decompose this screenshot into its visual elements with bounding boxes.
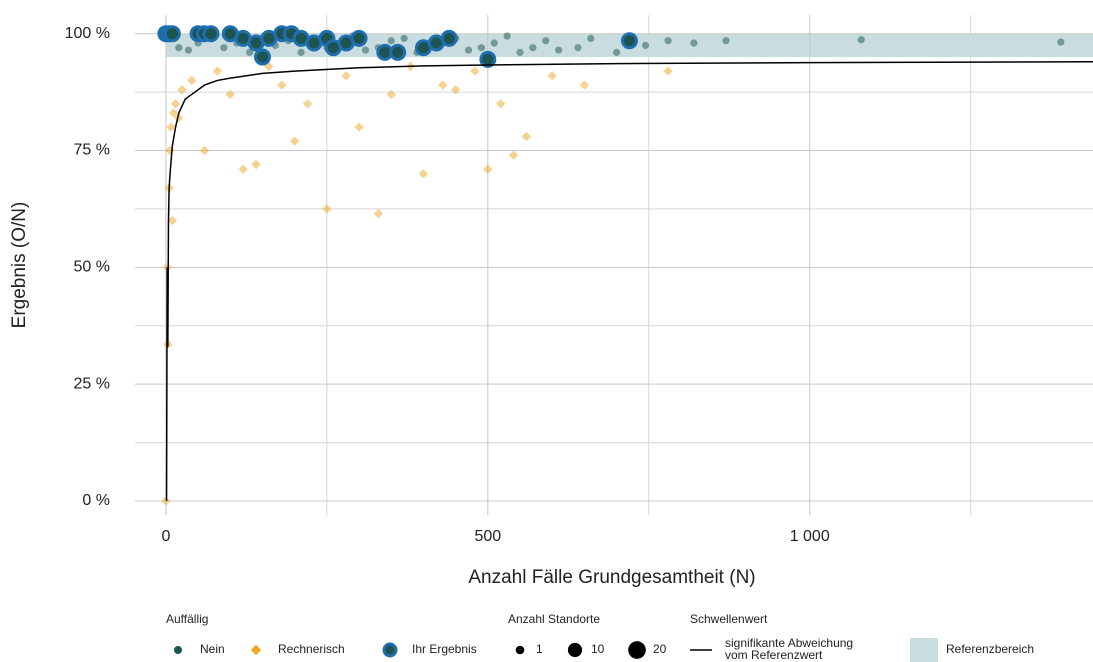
point — [664, 37, 672, 45]
point — [663, 66, 673, 76]
legend-label: 1 — [536, 642, 543, 656]
point — [521, 131, 532, 142]
point — [322, 204, 332, 214]
point — [212, 66, 223, 76]
y-tick-label: 75 % — [74, 142, 110, 159]
size-key — [628, 641, 646, 659]
x-tick-label: 0 — [161, 528, 170, 545]
point — [400, 34, 408, 42]
point — [641, 41, 650, 49]
point — [418, 169, 429, 179]
point — [175, 44, 183, 52]
point — [170, 99, 181, 109]
point — [184, 46, 193, 54]
point — [202, 25, 220, 43]
point — [612, 48, 621, 56]
point — [350, 29, 368, 47]
y-tick-label: 50 % — [74, 259, 110, 276]
point — [387, 37, 395, 45]
point — [547, 71, 557, 81]
y-tick-label: 25 % — [74, 375, 110, 392]
point — [186, 75, 197, 86]
point — [277, 80, 287, 90]
legend-title: Anzahl Standorte — [508, 612, 600, 626]
point — [464, 46, 473, 54]
point — [354, 122, 364, 132]
point — [297, 48, 305, 56]
point — [245, 48, 254, 56]
point — [174, 646, 182, 654]
point — [373, 208, 384, 219]
point — [163, 25, 181, 43]
legend-label-line: vom Referenzwert — [725, 648, 823, 662]
point — [496, 99, 506, 109]
point — [225, 89, 235, 100]
point — [440, 29, 458, 47]
y-tick-label: 100 % — [65, 25, 110, 42]
point — [620, 32, 638, 50]
legend-band — [910, 638, 938, 662]
legend-label: Referenzbereich — [946, 642, 1034, 656]
point — [174, 113, 184, 123]
point — [574, 44, 582, 52]
point — [690, 39, 698, 47]
point — [165, 145, 175, 156]
point — [470, 66, 480, 76]
point — [166, 122, 176, 132]
y-tick-label: 0 % — [82, 492, 110, 509]
point — [483, 164, 493, 174]
point — [199, 145, 210, 156]
legend-label: Rechnerisch — [278, 642, 345, 656]
point — [161, 496, 171, 506]
point — [361, 46, 370, 54]
point — [168, 108, 179, 118]
point — [253, 48, 271, 66]
point — [386, 89, 396, 100]
point — [722, 37, 730, 45]
point — [251, 159, 261, 170]
point — [238, 164, 248, 174]
point — [341, 71, 351, 81]
point — [177, 85, 187, 95]
x-tick-label: 1 000 — [790, 528, 830, 545]
point — [490, 39, 498, 47]
y-axis-title: Ergebnis (O/N) — [9, 202, 30, 329]
point — [302, 99, 313, 109]
legend-title: Schwellenwert — [690, 612, 768, 626]
point — [382, 642, 398, 658]
threshold-line — [165, 60, 1093, 501]
point — [542, 37, 550, 45]
point — [579, 80, 590, 90]
legend-label-line: signifikante Abweichung — [725, 636, 853, 650]
point — [857, 36, 865, 44]
point — [508, 150, 519, 160]
legend-label: signifikante Abweichung vom Referenzwert — [725, 636, 853, 662]
size-key — [515, 645, 525, 655]
point — [250, 644, 262, 656]
legend-label: 10 — [591, 642, 605, 656]
point — [477, 44, 485, 52]
legend-title: Auffällig — [166, 612, 208, 626]
point — [167, 215, 178, 226]
x-axis-title: Anzahl Fälle Grundgesamtheit (N) — [468, 567, 755, 588]
point — [1057, 38, 1065, 46]
point — [516, 48, 524, 56]
point — [438, 80, 448, 90]
legend-label: 20 — [653, 642, 667, 656]
x-tick-label: 500 — [474, 528, 501, 545]
size-key — [567, 642, 583, 658]
point — [555, 46, 563, 54]
legend-label: Ihr Ergebnis — [412, 642, 477, 656]
point — [529, 44, 537, 52]
point — [503, 32, 511, 40]
legend-label: Nein — [200, 642, 225, 656]
point — [450, 85, 461, 95]
point — [389, 43, 407, 61]
point — [479, 50, 497, 68]
point — [220, 44, 228, 52]
point — [289, 136, 300, 146]
point — [587, 34, 595, 42]
